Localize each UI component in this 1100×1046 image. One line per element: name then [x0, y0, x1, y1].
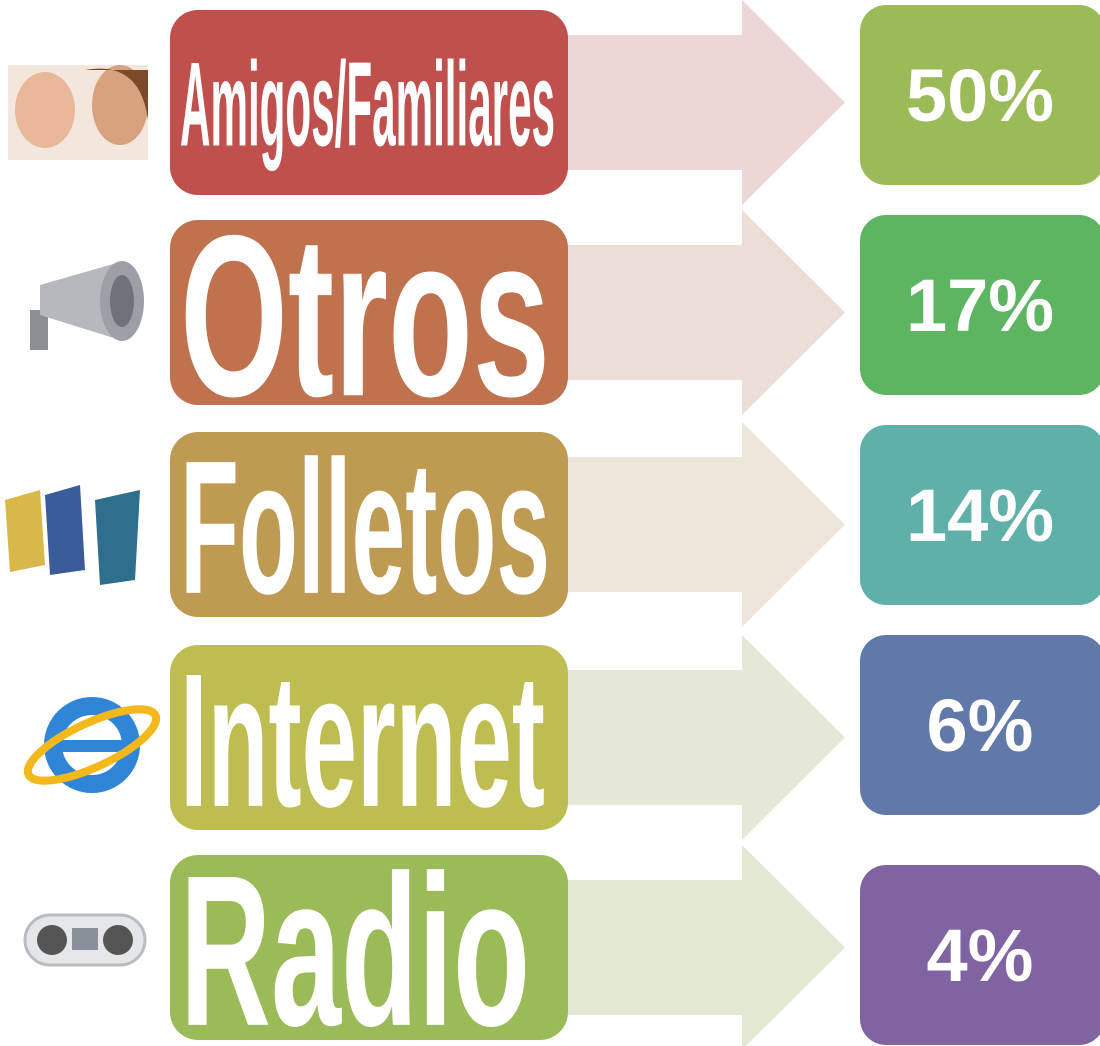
label-text: Radio [180, 830, 530, 1046]
value-box [860, 215, 1100, 395]
value-text: 6% [927, 684, 1034, 767]
icon-megaphone [30, 261, 144, 350]
label-box [170, 855, 568, 1040]
label-text: Internet [180, 635, 545, 847]
value-box [860, 635, 1100, 815]
icon-brochures [5, 485, 140, 585]
arrow [565, 0, 845, 205]
value-box [860, 865, 1100, 1045]
value-box [860, 425, 1100, 605]
value-text: 4% [927, 914, 1034, 997]
icon-whisper [8, 65, 148, 160]
value-text: 14% [906, 474, 1054, 557]
label-text: Otros [180, 187, 550, 444]
label-box [170, 10, 568, 195]
arrow [565, 635, 845, 840]
label-box [170, 432, 568, 617]
label-text: Folletos [180, 422, 550, 634]
value-text: 17% [906, 264, 1054, 347]
value-text: 50% [906, 54, 1054, 137]
arrow [565, 422, 845, 627]
label-box [170, 220, 568, 405]
label-text: Amigos/Familiares [180, 38, 555, 172]
label-box [170, 645, 568, 830]
icon-radio [23, 913, 147, 967]
arrow [565, 845, 845, 1046]
value-box [860, 5, 1100, 185]
arrow [565, 210, 845, 415]
icon-internet-explorer [23, 697, 161, 793]
